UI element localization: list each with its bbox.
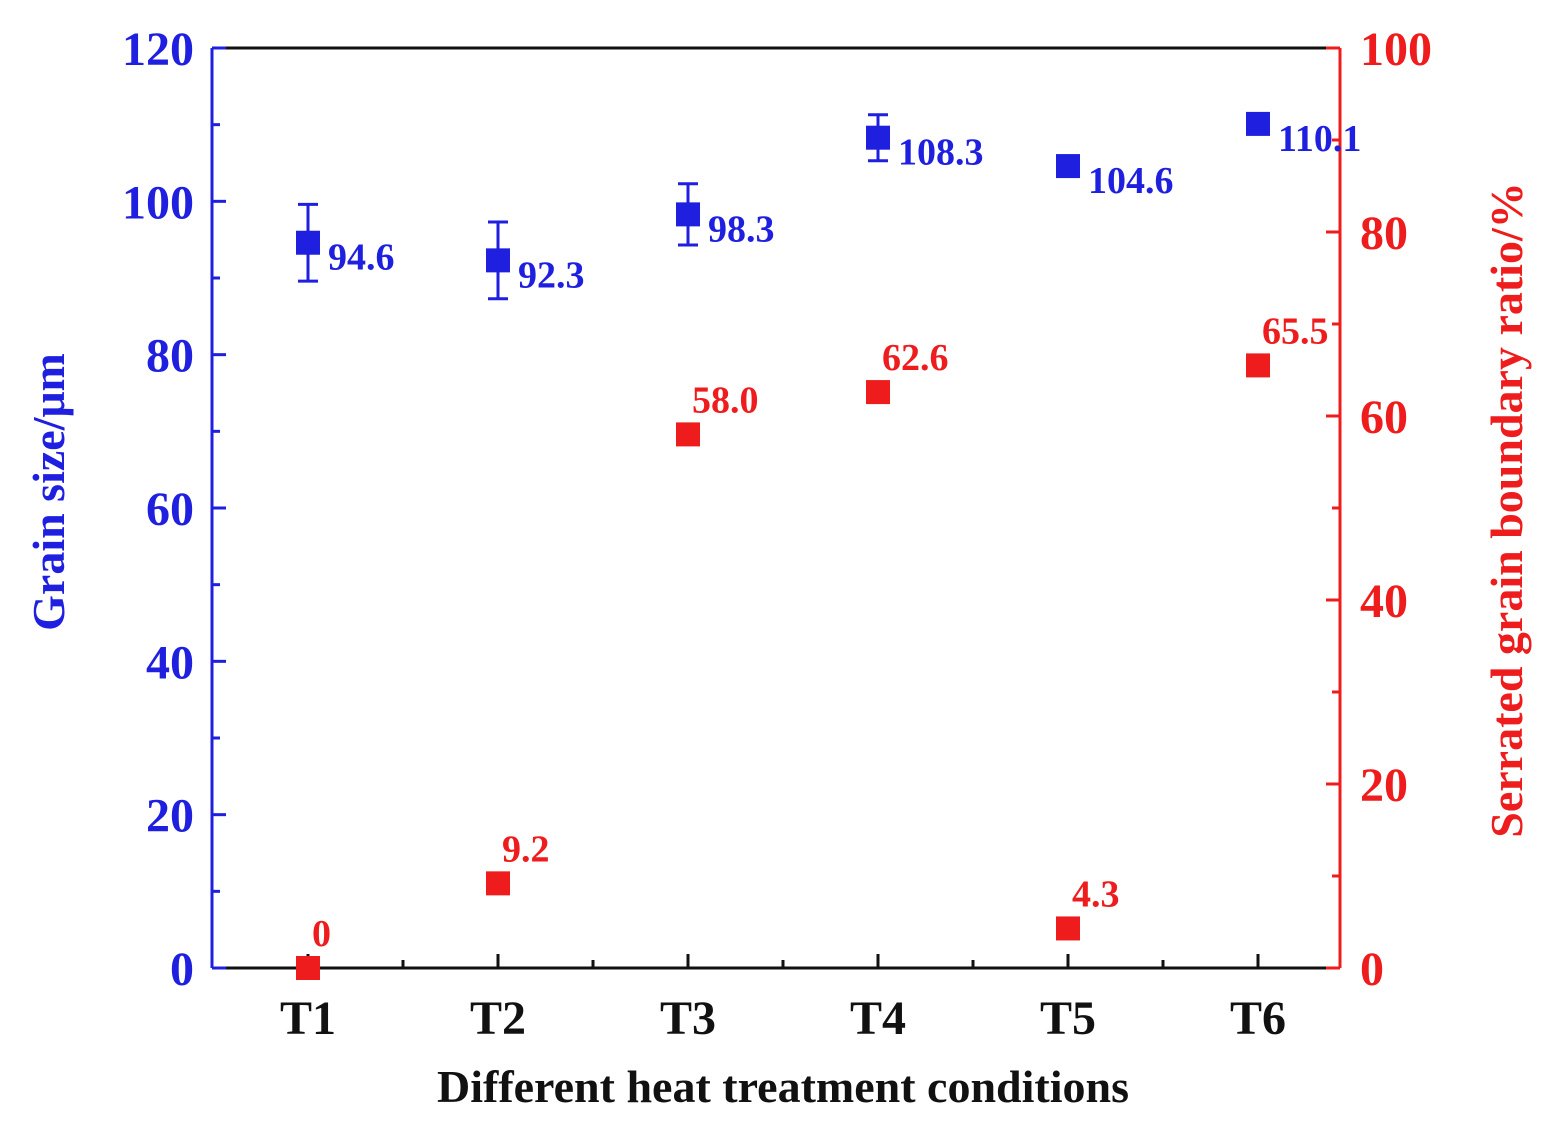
left-tick-label: 120 bbox=[122, 23, 194, 76]
serrated-ratio-data-label: 58.0 bbox=[692, 379, 759, 421]
right-tick-label: 20 bbox=[1360, 759, 1408, 812]
right-tick-label: 0 bbox=[1360, 943, 1384, 996]
serrated-ratio-point bbox=[676, 422, 700, 447]
serrated-ratio-data-label: 4.3 bbox=[1072, 873, 1120, 915]
grain-size-point bbox=[486, 248, 510, 273]
right-y-axis-title: Serrated grain boundary ratio/% bbox=[1481, 182, 1532, 837]
grain-size-point bbox=[296, 230, 320, 255]
left-tick-label: 60 bbox=[146, 483, 194, 536]
grain-size-data-label: 94.6 bbox=[328, 237, 395, 279]
left-tick-label: 20 bbox=[146, 790, 194, 843]
grain-size-data-label: 92.3 bbox=[518, 254, 585, 296]
serrated-ratio-data-label: 65.5 bbox=[1262, 310, 1329, 352]
grain-size-point bbox=[676, 202, 700, 227]
right-tick-label: 40 bbox=[1360, 575, 1408, 628]
right-tick-label: 100 bbox=[1360, 23, 1432, 76]
serrated-ratio-point bbox=[1056, 916, 1080, 941]
serrated-ratio-point bbox=[486, 871, 510, 896]
right-tick-label: 60 bbox=[1360, 391, 1408, 444]
grain-size-data-label: 110.1 bbox=[1278, 118, 1361, 160]
data-marks: 94.6 92.3 98.3 108.3 104.6 110.1 0 9.2 58.0 62.6 4… bbox=[296, 111, 1361, 980]
serrated-ratio-data-label: 62.6 bbox=[882, 337, 949, 379]
left-tick-label: 40 bbox=[146, 636, 194, 689]
axes: 0 20 40 60 80 100 120 0 20 40 60 80 100 T1 T2 T3 T4 T5 T6 bbox=[122, 23, 1432, 1045]
grain-size-data-label: 104.6 bbox=[1088, 160, 1174, 202]
grain-size-data-label: 98.3 bbox=[708, 208, 775, 250]
serrated-ratio-data-label: 9.2 bbox=[502, 828, 550, 870]
left-tick-label: 80 bbox=[146, 330, 194, 383]
x-tick-label: T6 bbox=[1230, 992, 1286, 1045]
serrated-ratio-point bbox=[1246, 353, 1270, 378]
grain-size-data-label: 108.3 bbox=[898, 132, 984, 174]
x-tick-label: T1 bbox=[280, 992, 336, 1045]
grain-size-point bbox=[1246, 111, 1270, 136]
x-tick-label: T5 bbox=[1040, 992, 1096, 1045]
x-tick-label: T2 bbox=[470, 992, 526, 1045]
left-y-axis-title: Grain size/μm bbox=[23, 353, 74, 631]
grain-size-point bbox=[1056, 154, 1080, 179]
x-tick-label: T4 bbox=[850, 992, 906, 1045]
right-tick-label: 80 bbox=[1360, 207, 1408, 260]
serrated-ratio-point bbox=[866, 380, 890, 405]
left-tick-label: 0 bbox=[170, 943, 194, 996]
grain-size-point bbox=[866, 125, 890, 150]
left-tick-label: 100 bbox=[122, 176, 194, 229]
serrated-ratio-point bbox=[296, 956, 320, 980]
x-tick-label: T3 bbox=[660, 992, 716, 1045]
x-axis-title: Different heat treatment conditions bbox=[437, 1061, 1129, 1112]
serrated-ratio-data-label: 0 bbox=[312, 913, 331, 955]
